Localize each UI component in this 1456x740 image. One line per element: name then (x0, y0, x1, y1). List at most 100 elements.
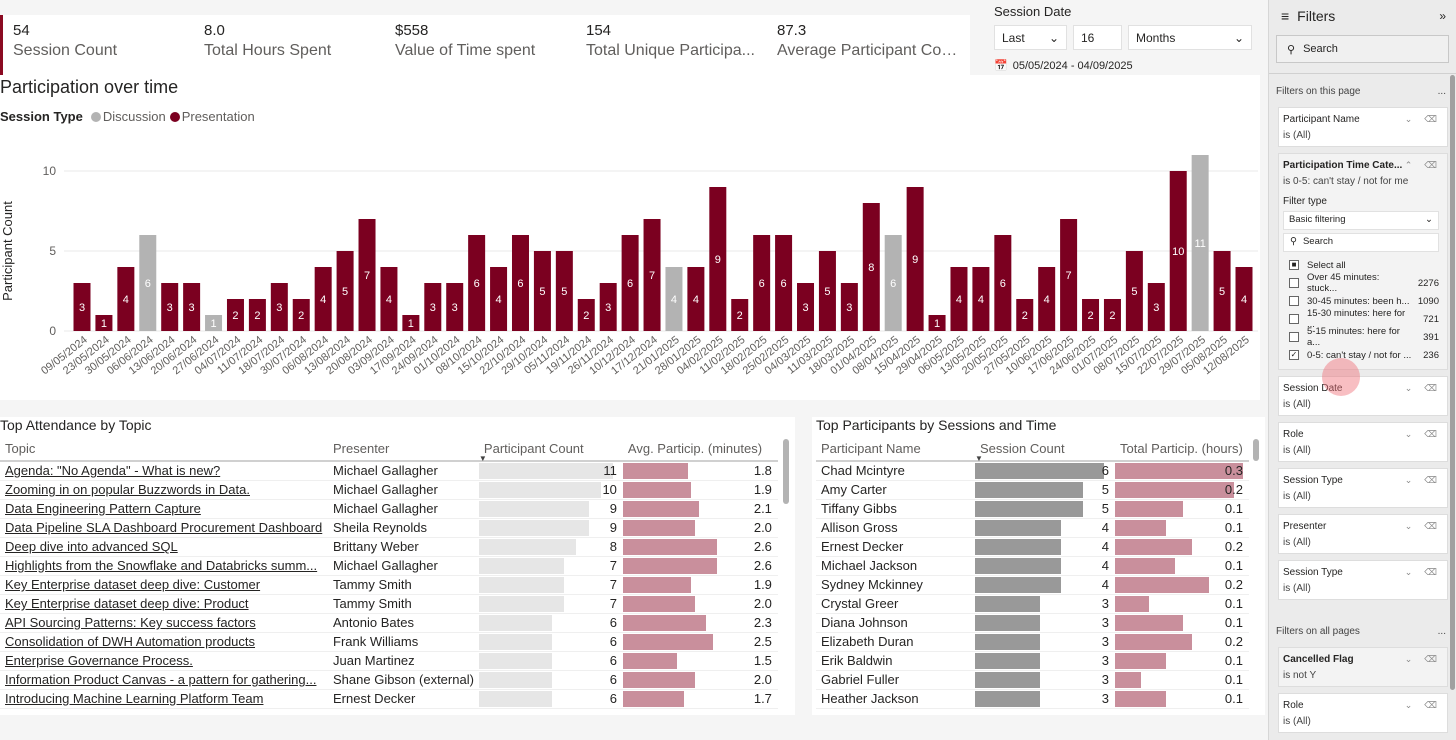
filter-card[interactable]: Session Type is (All) ⌄ ⌫ (1278, 468, 1448, 508)
checkbox-icon[interactable] (1289, 332, 1299, 342)
bar[interactable] (468, 235, 486, 331)
topic-link[interactable]: Key Enterprise dataset deep dive: Produc… (0, 594, 328, 614)
table-row[interactable]: Key Enterprise dataset deep dive: Custom… (0, 575, 778, 595)
bar[interactable] (1213, 251, 1231, 331)
table-row[interactable]: Michael Jackson 4 0.1 (816, 556, 1249, 576)
filter-card-participation-time[interactable]: Participation Time Cate... is 0-5: can't… (1278, 153, 1448, 370)
table-row[interactable]: Ernest Decker 4 0.2 (816, 537, 1249, 557)
clear-filter-icon[interactable]: ⌫ (1424, 654, 1437, 664)
filter-card[interactable]: Role is (All) ⌄ ⌫ (1278, 693, 1448, 733)
bar[interactable] (1125, 251, 1143, 331)
topic-link[interactable]: Highlights from the Snowflake and Databr… (0, 556, 328, 576)
chevron-down-icon[interactable]: ⌄ (1404, 429, 1413, 439)
topic-link[interactable]: Information Product Canvas - a pattern f… (0, 670, 328, 690)
table-row[interactable]: Highlights from the Snowflake and Databr… (0, 556, 778, 576)
filters-scrollbar[interactable] (1450, 75, 1455, 690)
bar[interactable] (380, 267, 398, 331)
chevron-down-icon[interactable]: ⌄ (1404, 383, 1413, 393)
bar[interactable] (161, 283, 179, 331)
bar[interactable] (665, 267, 683, 331)
table-row[interactable]: Enterprise Governance Process. Juan Mart… (0, 651, 778, 671)
legend-item-discussion[interactable]: Discussion (90, 109, 166, 124)
bar[interactable] (753, 235, 771, 331)
bar[interactable] (424, 283, 442, 331)
table-row[interactable]: Elizabeth Duran 3 0.2 (816, 632, 1249, 652)
table-row[interactable]: Introducing Machine Learning Platform Te… (0, 689, 778, 709)
column-header-participant-count[interactable]: Participant Count ▼ (478, 437, 623, 463)
bar[interactable] (643, 219, 661, 331)
filter-values-search[interactable]: ⚲ Search (1283, 233, 1439, 252)
topic-link[interactable]: Agenda: "No Agenda" - What is new? (0, 461, 328, 481)
filter-option[interactable]: 30-45 minutes: been h... 1090 (1283, 292, 1439, 310)
bar[interactable] (248, 299, 266, 331)
filter-card[interactable]: Presenter is (All) ⌄ ⌫ (1278, 514, 1448, 554)
period-count-input[interactable]: 16 (1073, 25, 1122, 50)
bar[interactable] (972, 267, 990, 331)
legend-item-presentation[interactable]: Presentation (169, 109, 255, 124)
table-row[interactable]: Crystal Greer 3 0.1 (816, 594, 1249, 614)
table-row[interactable]: Zooming in on popular Buzzwords in Data.… (0, 480, 778, 500)
bar[interactable] (1147, 283, 1165, 331)
bar[interactable] (906, 187, 924, 331)
filter-type-dropdown[interactable]: Basic filtering ⌄ (1283, 211, 1439, 230)
bar[interactable] (1169, 171, 1187, 331)
checkbox-checked-icon[interactable]: ✓ (1289, 350, 1299, 360)
table-row[interactable]: Gabriel Fuller 3 0.1 (816, 670, 1249, 690)
bar[interactable] (1038, 267, 1056, 331)
bar[interactable] (270, 283, 288, 331)
chevron-down-icon[interactable]: ⌄ (1404, 475, 1413, 485)
bar[interactable] (1235, 267, 1253, 331)
topic-link[interactable]: Key Enterprise dataset deep dive: Custom… (0, 575, 328, 595)
column-header-presenter[interactable]: Presenter (328, 437, 479, 462)
chevron-down-icon[interactable]: ⌄ (1404, 521, 1413, 531)
collapse-pane-icon[interactable]: » (1439, 9, 1446, 23)
topic-link[interactable]: Consolidation of DWH Automation products (0, 632, 328, 652)
bar[interactable] (336, 251, 354, 331)
more-options-icon[interactable]: ... (1437, 86, 1446, 97)
filter-option[interactable]: Over 45 minutes: stuck... 2276 (1283, 272, 1439, 294)
column-header-session-count[interactable]: Session Count ▼ (975, 437, 1115, 463)
table-row[interactable]: Erik Baldwin 3 0.1 (816, 651, 1249, 671)
column-header-topic[interactable]: Topic (0, 437, 328, 462)
bar[interactable] (1060, 219, 1078, 331)
filter-card[interactable]: Cancelled Flag is not Y ⌄ ⌫ (1278, 647, 1448, 687)
chevron-down-icon[interactable]: ⌄ (1404, 567, 1413, 577)
filter-card[interactable]: Session Type is (All) ⌄ ⌫ (1278, 560, 1448, 600)
table-row[interactable]: API Sourcing Patterns: Key success facto… (0, 613, 778, 633)
bar[interactable] (490, 267, 508, 331)
filter-option[interactable]: 15-30 minutes: here for ... 721 (1283, 308, 1439, 330)
bar[interactable] (731, 299, 749, 331)
bar[interactable] (1016, 299, 1034, 331)
bar[interactable] (599, 283, 617, 331)
table-row[interactable]: Amy Carter 5 0.2 (816, 480, 1249, 500)
bar[interactable] (709, 187, 727, 331)
chevron-down-icon[interactable]: ⌄ (1404, 654, 1413, 664)
column-header-avg-minutes[interactable]: Avg. Particip. (minutes) (622, 437, 778, 462)
checkbox-icon[interactable] (1289, 278, 1299, 288)
bar[interactable] (840, 283, 858, 331)
bar[interactable] (1082, 299, 1100, 331)
topic-link[interactable]: Enterprise Governance Process. (0, 651, 328, 671)
clear-filter-icon[interactable]: ⌫ (1424, 383, 1437, 393)
table-row[interactable]: Agenda: "No Agenda" - What is new? Micha… (0, 461, 778, 481)
bar[interactable] (402, 315, 420, 331)
table-scrollbar[interactable] (783, 439, 789, 504)
table-row[interactable]: Diana Johnson 3 0.1 (816, 613, 1249, 633)
checkbox-icon[interactable] (1289, 296, 1299, 306)
bar[interactable] (446, 283, 464, 331)
table-row[interactable]: Tiffany Gibbs 5 0.1 (816, 499, 1249, 519)
table-row[interactable]: Consolidation of DWH Automation products… (0, 632, 778, 652)
clear-filter-icon[interactable]: ⌫ (1424, 521, 1437, 531)
clear-filter-icon[interactable]: ⌫ (1424, 114, 1437, 124)
bar[interactable] (205, 315, 223, 331)
filter-option[interactable]: 5-15 minutes: here for a... 391 (1283, 326, 1439, 348)
table-scrollbar[interactable] (1253, 439, 1259, 461)
chevron-down-icon[interactable]: ⌄ (1404, 114, 1413, 124)
topic-link[interactable]: Data Pipeline SLA Dashboard Procurement … (0, 518, 328, 538)
period-unit-dropdown[interactable]: Months ⌄ (1128, 25, 1252, 50)
bar[interactable] (533, 251, 551, 331)
bar[interactable] (577, 299, 595, 331)
table-row[interactable]: Allison Gross 4 0.1 (816, 518, 1249, 538)
bar[interactable] (797, 283, 815, 331)
bar[interactable] (621, 235, 639, 331)
